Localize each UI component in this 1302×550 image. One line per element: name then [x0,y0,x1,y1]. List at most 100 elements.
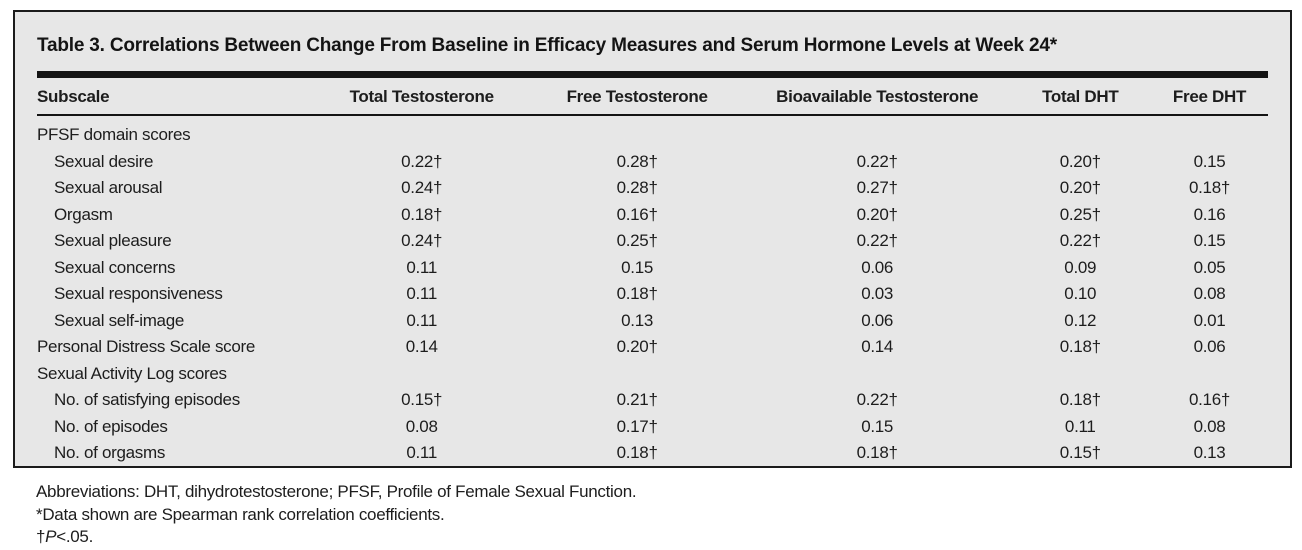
cell-value: 0.20† [856,204,898,224]
cell-value: 0.24† [401,231,443,250]
cell-value: 0.05 [1193,257,1226,277]
correlation-table: Subscale Total Testosterone Free Testost… [37,78,1268,466]
row-label: Sexual Activity Log scores [37,363,227,383]
row-label: Sexual arousal [54,178,163,197]
cell-value: 0.24† [401,178,443,197]
cell-value: 0.08 [1193,416,1226,436]
cell-value: 0.25† [1059,204,1101,224]
cell-value: 0.09 [1064,257,1097,277]
table-row: Sexual pleasure 0.24† 0.25† 0.22† 0.22† 0.15 [37,228,1268,255]
cell-value [1151,115,1268,149]
cell-value: 0.15 [621,257,654,277]
row-label: Sexual self-image [54,310,185,330]
cell-value: 0.15 [1193,151,1226,171]
footnote-asterisk: *Data shown are Spearman rank correlatio… [36,504,445,524]
cell-value: 0.27† [856,178,898,197]
cell-value: 0.22† [856,390,898,409]
cell-value: 0.08 [1193,284,1226,303]
cell-value: 0.06 [861,310,894,330]
cell-value: 0.06 [861,257,894,277]
cell-value: 0.13 [621,310,654,330]
footnote-abbreviations: Abbreviations: DHT, dihydrotestosterone;… [36,482,637,501]
column-header-subscale: Subscale [37,78,314,116]
table-row: Sexual Activity Log scores [37,361,1268,388]
cell-value: 0.01 [1193,310,1226,330]
cell-value: 0.08 [405,416,438,436]
footnotes: Abbreviations: DHT, dihydrotestosterone;… [36,481,637,549]
cell-value: 0.15† [401,390,443,409]
table-body: PFSF domain scores Sexual desire 0.22† 0.28… [37,115,1268,466]
cell-value: 0.17† [616,416,658,436]
cell-value: 0.22† [856,231,898,250]
footnote-dagger-p: P [45,527,57,546]
cell-value [1009,115,1151,149]
cell-value: 0.14 [861,337,894,356]
cell-value [314,115,529,149]
cell-value: 0.18† [1188,178,1231,197]
cell-value: 0.14 [405,337,438,356]
column-header-total-testosterone: Total Testosterone [313,78,530,116]
cell-value: 0.06 [1193,337,1226,356]
table-card: Table 3. Correlations Between Change Fro… [13,10,1292,468]
cell-value [745,115,1010,149]
row-label: Personal Distress Scale score [37,337,256,356]
cell-value [529,361,744,388]
cell-value [1009,361,1151,388]
cell-value: 0.16 [1193,204,1226,224]
table-row: No. of episodes 0.08 0.17† 0.15 0.11 0.08 [37,414,1268,441]
cell-value: 0.10 [1064,284,1097,303]
footnote-dagger-value: <.05. [56,527,93,546]
cell-value [745,361,1010,388]
cell-value: 0.11 [406,310,437,330]
column-header-bioavailable-testosterone: Bioavailable Testosterone [744,78,1010,116]
cell-value: 0.18† [616,284,658,303]
table-title: Table 3. Correlations Between Change Fro… [37,35,1057,56]
footnote-dagger: †P<.05. [36,526,636,549]
table-row: Sexual self-image 0.11 0.13 0.06 0.12 0.01 [37,308,1268,335]
cell-value: 0.03 [861,284,894,303]
row-label: Sexual responsiveness [54,284,223,303]
cell-value [314,361,529,388]
row-label: No. of episodes [54,416,168,436]
column-header-total-dht: Total DHT [1009,78,1152,116]
cell-value: 0.22† [856,151,898,171]
cell-value: 0.20† [616,337,658,356]
cell-value: 0.11 [406,284,437,303]
cell-value: 0.13 [1193,443,1226,462]
row-label: Sexual pleasure [54,231,172,250]
header-row: Subscale Total Testosterone Free Testost… [37,78,1268,116]
cell-value: 0.25† [616,231,658,250]
table-row: Orgasm 0.18† 0.16† 0.20† 0.25† 0.16 [37,202,1268,229]
row-label: No. of satisfying episodes [54,390,240,409]
cell-value: 0.20† [1059,151,1101,171]
cell-value: 0.11 [1064,416,1096,436]
cell-value: 0.18† [1059,390,1101,409]
cell-value: 0.18† [401,204,443,224]
cell-value: 0.11 [406,257,437,277]
cell-value: 0.11 [406,443,437,462]
column-header-free-testosterone: Free Testosterone [529,78,745,116]
row-label: Orgasm [54,204,113,224]
header-divider-bar [37,71,1268,78]
table-row: PFSF domain scores [37,115,1268,149]
table-row: Sexual arousal 0.24† 0.28† 0.27† 0.20† 0.18† [37,175,1268,202]
cell-value: 0.12 [1064,310,1097,330]
cell-value: 0.15 [861,416,894,436]
cell-value [1151,361,1268,388]
cell-value: 0.21† [616,390,658,409]
cell-value: 0.15† [1059,443,1101,462]
row-label: Sexual concerns [54,257,176,277]
cell-value: 0.16† [616,204,658,224]
row-label: No. of orgasms [54,443,166,462]
table-row: No. of orgasms 0.11 0.18† 0.18† 0.15† 0.13 [37,440,1268,466]
table-row: Sexual desire 0.22† 0.28† 0.22† 0.20† 0.15 [37,149,1268,176]
row-label: Sexual desire [54,151,154,171]
cell-value: 0.22† [1059,231,1101,250]
table-row: Personal Distress Scale score 0.14 0.20† 0.… [37,334,1268,361]
cell-value: 0.22† [401,151,443,171]
cell-value: 0.15 [1193,231,1226,250]
table-row: No. of satisfying episodes 0.15† 0.21† 0.22… [37,387,1268,414]
table-row: Sexual responsiveness 0.11 0.18† 0.03 0.10 0.… [37,281,1268,308]
cell-value [529,115,744,149]
table-row: Sexual concerns 0.11 0.15 0.06 0.09 0.05 [37,255,1268,282]
